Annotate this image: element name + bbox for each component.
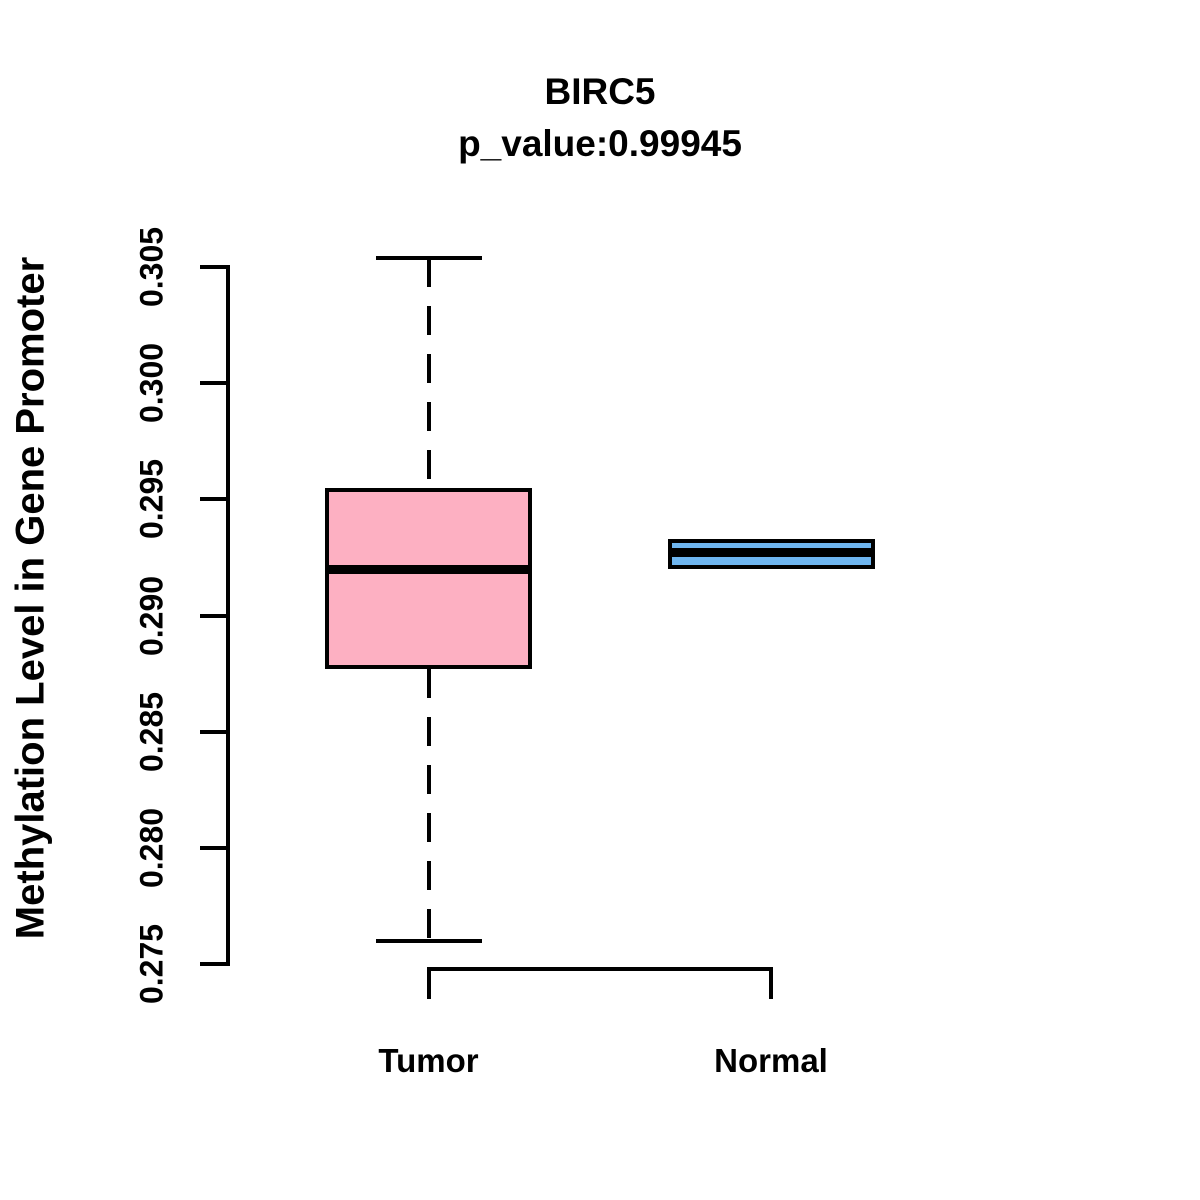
x-axis-tick-normal	[769, 969, 773, 999]
y-tick-label: 0.290	[133, 575, 170, 656]
y-tick-label: 0.285	[133, 691, 170, 772]
chart-subtitle: p_value:0.99945	[458, 123, 742, 164]
median-line-normal	[667, 548, 875, 558]
whisker-line-upper-tumor	[426, 257, 431, 488]
whisker-cap-upper-tumor	[375, 255, 482, 260]
x-tick-label-normal: Normal	[714, 1042, 828, 1079]
y-tick-label: 0.305	[133, 226, 170, 308]
y-tick-line	[200, 729, 230, 734]
y-tick-line	[200, 613, 230, 618]
y-tick-label: 0.295	[133, 459, 170, 540]
whisker-line-lower-tumor	[426, 668, 431, 941]
box-tumor	[325, 487, 532, 669]
chart-title: BIRC5	[544, 71, 656, 112]
x-axis-line	[426, 967, 773, 971]
y-axis-label: Methylation Level in Gene Promoter	[8, 256, 53, 940]
y-tick-line	[200, 381, 230, 386]
x-tick-label-tumor: Tumor	[378, 1042, 479, 1079]
y-tick-label: 0.300	[133, 343, 170, 424]
y-tick-line	[200, 497, 230, 502]
y-tick-label: 0.280	[133, 807, 170, 888]
x-axis-tick-tumor	[426, 969, 431, 999]
median-line-tumor	[325, 564, 532, 574]
y-tick-line	[200, 845, 230, 850]
whisker-cap-lower-tumor	[375, 938, 482, 943]
y-tick-line	[200, 265, 230, 269]
y-tick-line	[200, 962, 230, 966]
y-tick-label: 0.275	[133, 923, 170, 1005]
